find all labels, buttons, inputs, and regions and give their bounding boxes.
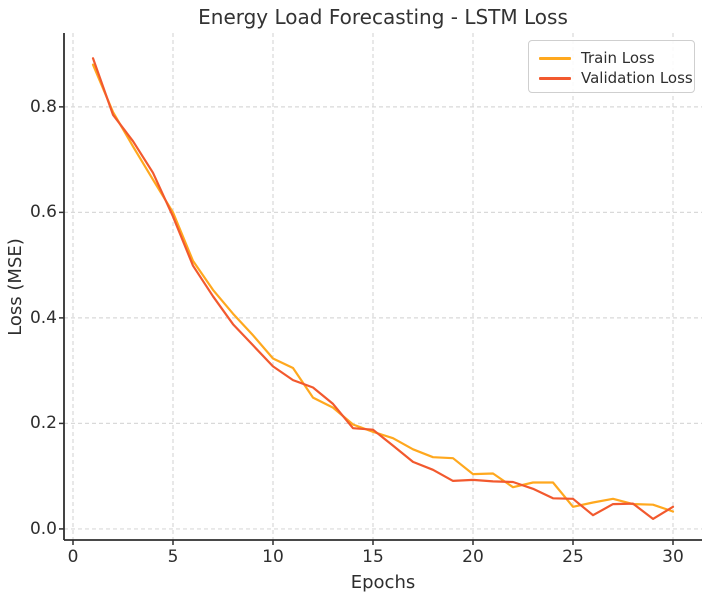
legend-item-validation-loss: Validation Loss xyxy=(539,68,694,88)
train-loss-line xyxy=(91,63,675,513)
validation-loss-line-swatch-icon xyxy=(539,76,571,80)
y-tick-label: 0.2 xyxy=(29,413,57,434)
legend-item-train-loss: Train Loss xyxy=(539,48,694,68)
legend: Train Loss Validation Loss xyxy=(528,40,695,93)
x-tick-label: 20 xyxy=(462,547,484,567)
x-axis-label: Epochs xyxy=(350,572,416,593)
y-tick-label: 0.8 xyxy=(29,96,57,117)
x-tick-label: 0 xyxy=(67,547,79,567)
x-tick-label: 25 xyxy=(562,547,584,567)
y-tick-label: 0.6 xyxy=(29,202,57,223)
legend-label-validation-loss: Validation Loss xyxy=(581,69,693,87)
train-loss-line-swatch-icon xyxy=(539,56,571,60)
y-tick-label: 0.0 xyxy=(29,518,57,539)
x-tick-label: 15 xyxy=(362,547,384,567)
x-tick-label: 5 xyxy=(167,547,179,567)
y-tick-label: 0.4 xyxy=(29,307,57,328)
validation-loss-line xyxy=(91,57,675,521)
x-tick-label: 10 xyxy=(262,547,284,567)
legend-label-train-loss: Train Loss xyxy=(581,49,655,67)
chart-title: Energy Load Forecasting - LSTM Loss xyxy=(198,5,568,29)
x-tick-label: 30 xyxy=(662,547,684,567)
